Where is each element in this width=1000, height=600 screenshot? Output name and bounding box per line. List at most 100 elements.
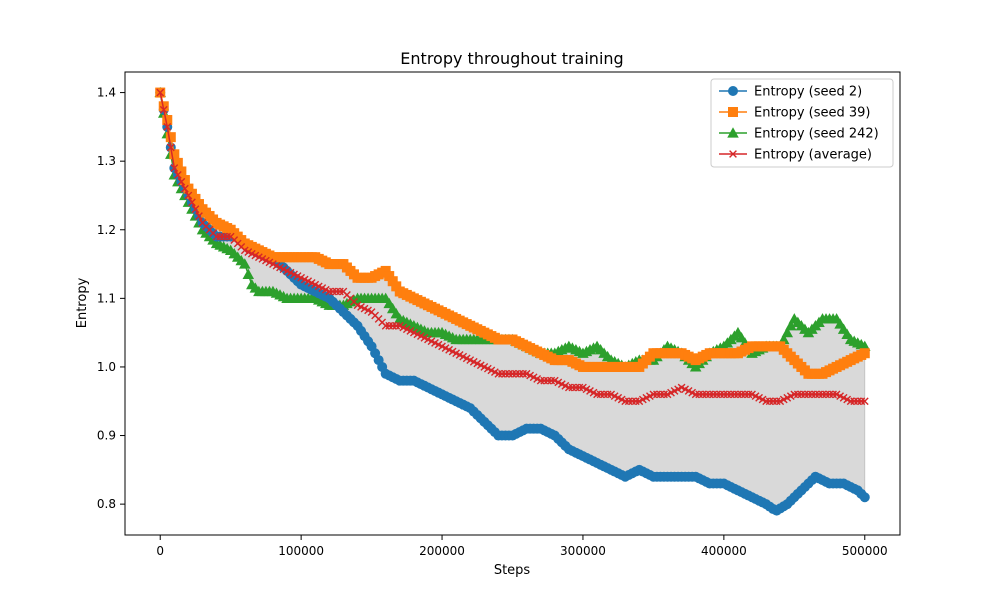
data-point [660, 390, 668, 399]
data-point [850, 397, 859, 406]
data-point [325, 287, 334, 296]
legend-label: Entropy (average) [754, 148, 872, 163]
data-point [765, 397, 774, 406]
series-entropy-seed-39 [155, 87, 870, 379]
legend: Entropy (seed 2) Entropy (seed 39) Entropy… [710, 78, 894, 168]
data-point [859, 348, 870, 359]
x-tick-label: 200000 [419, 544, 465, 558]
data-point [494, 369, 503, 378]
data-point [653, 390, 661, 399]
data-point [859, 492, 870, 503]
data-point [631, 397, 640, 406]
data-point [825, 390, 834, 399]
data-point [568, 383, 577, 392]
x-axis-label: Steps [494, 563, 531, 578]
data-point [744, 390, 753, 399]
legend-marker [729, 150, 737, 158]
data-point [512, 369, 520, 378]
data-point [162, 115, 173, 126]
series-entropy-average [156, 88, 869, 406]
data-point [170, 164, 179, 172]
data-point [702, 390, 711, 399]
data-point [166, 143, 175, 152]
data-point [335, 287, 344, 296]
data-point [596, 390, 605, 399]
data-point [734, 390, 742, 399]
legend-item: Entropy (average) [719, 148, 872, 163]
data-point [781, 326, 794, 338]
data-point [519, 369, 527, 378]
data-point [698, 390, 707, 399]
data-point [593, 390, 601, 399]
data-point [392, 321, 401, 330]
data-point [186, 188, 197, 199]
data-point [712, 390, 721, 399]
data-point [387, 276, 398, 287]
y-tick-label: 0.9 [97, 429, 116, 443]
data-point [853, 397, 862, 406]
x-axis: 0 100000 200000 300000 400000 500000 [156, 535, 888, 558]
data-point [727, 390, 735, 399]
data-point [797, 390, 806, 399]
y-axis-label: Entropy [75, 277, 90, 328]
data-point [572, 383, 580, 392]
y-tick-label: 1.3 [97, 154, 116, 168]
data-point [501, 369, 510, 378]
data-point [195, 212, 203, 220]
data-point [328, 287, 337, 296]
data-point [159, 105, 168, 114]
data-point [165, 132, 176, 143]
data-point [769, 397, 778, 406]
data-point [191, 205, 200, 214]
data-point [603, 390, 612, 399]
data-point [564, 383, 573, 392]
data-point [649, 390, 658, 399]
data-point [628, 397, 637, 406]
data-point [804, 390, 813, 399]
data-point [800, 390, 809, 399]
data-point [508, 369, 517, 378]
data-point [716, 390, 725, 399]
data-point [719, 390, 728, 399]
chart-title: Entropy throughout training [400, 49, 623, 68]
legend-item: Entropy (seed 2) [719, 85, 862, 100]
x-tick-label: 400000 [701, 544, 747, 558]
data-point [385, 321, 394, 330]
data-point [163, 122, 172, 131]
data-point [242, 268, 255, 279]
data-point [173, 170, 182, 179]
data-point [829, 390, 837, 399]
data-point [846, 397, 855, 406]
data-point [575, 383, 584, 392]
data-point [547, 376, 556, 385]
data-point [380, 265, 391, 276]
data-point [180, 184, 189, 193]
x-tick-label: 100000 [278, 544, 324, 558]
data-point [600, 390, 608, 399]
data-point [695, 390, 704, 399]
data-point [811, 390, 820, 399]
legend-label: Entropy (seed 242) [754, 127, 879, 142]
data-point [656, 390, 665, 399]
data-point [498, 369, 506, 378]
x-tick-label: 300000 [560, 544, 606, 558]
plot-frame [124, 71, 901, 536]
data-point [815, 390, 823, 399]
data-point [188, 198, 196, 207]
data-point [169, 149, 180, 160]
y-tick-label: 0.8 [97, 497, 116, 511]
data-point [730, 390, 739, 399]
data-point [723, 390, 732, 399]
legend-item: Entropy (seed 39) [719, 106, 870, 121]
data-point [216, 232, 225, 241]
data-point [177, 177, 186, 186]
data-point [239, 258, 251, 269]
data-point [388, 321, 397, 330]
data-point [156, 88, 165, 97]
legend-label: Entropy (seed 39) [754, 106, 870, 121]
x-tick-label: 500000 [842, 544, 888, 558]
data-point [190, 193, 201, 204]
plot-area [154, 86, 871, 516]
data-point [705, 390, 714, 399]
data-point [184, 191, 193, 200]
